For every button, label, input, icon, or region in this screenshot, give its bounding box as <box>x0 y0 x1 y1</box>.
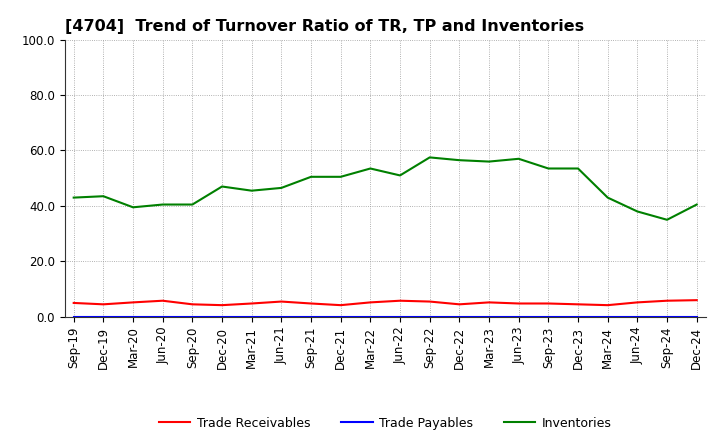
Trade Receivables <box>366 300 374 305</box>
Trade Payables <box>544 314 553 319</box>
Trade Receivables <box>603 303 612 308</box>
Trade Receivables <box>277 299 286 304</box>
Inventories <box>633 209 642 214</box>
Trade Payables <box>426 314 434 319</box>
Inventories <box>603 195 612 200</box>
Inventories <box>69 195 78 200</box>
Inventories <box>277 185 286 191</box>
Legend: Trade Receivables, Trade Payables, Inventories: Trade Receivables, Trade Payables, Inven… <box>154 412 616 435</box>
Trade Receivables <box>69 300 78 305</box>
Inventories <box>248 188 256 193</box>
Inventories <box>366 166 374 171</box>
Trade Payables <box>633 314 642 319</box>
Inventories <box>544 166 553 171</box>
Trade Payables <box>514 314 523 319</box>
Inventories <box>336 174 345 180</box>
Trade Receivables <box>514 301 523 306</box>
Trade Payables <box>455 314 464 319</box>
Inventories <box>307 174 315 180</box>
Trade Receivables <box>396 298 405 303</box>
Trade Payables <box>366 314 374 319</box>
Trade Receivables <box>217 303 226 308</box>
Line: Trade Receivables: Trade Receivables <box>73 300 697 305</box>
Trade Receivables <box>336 303 345 308</box>
Inventories <box>693 202 701 207</box>
Trade Payables <box>129 314 138 319</box>
Trade Payables <box>99 314 108 319</box>
Trade Receivables <box>188 302 197 307</box>
Trade Payables <box>574 314 582 319</box>
Text: [4704]  Trend of Turnover Ratio of TR, TP and Inventories: [4704] Trend of Turnover Ratio of TR, TP… <box>65 19 584 34</box>
Inventories <box>455 158 464 163</box>
Trade Receivables <box>455 302 464 307</box>
Trade Receivables <box>307 301 315 306</box>
Trade Payables <box>307 314 315 319</box>
Trade Payables <box>693 314 701 319</box>
Trade Receivables <box>485 300 493 305</box>
Inventories <box>485 159 493 164</box>
Inventories <box>574 166 582 171</box>
Line: Inventories: Inventories <box>73 158 697 220</box>
Trade Payables <box>603 314 612 319</box>
Trade Receivables <box>426 299 434 304</box>
Trade Receivables <box>158 298 167 303</box>
Inventories <box>188 202 197 207</box>
Inventories <box>99 194 108 199</box>
Trade Payables <box>188 314 197 319</box>
Inventories <box>662 217 671 222</box>
Inventories <box>426 155 434 160</box>
Trade Payables <box>336 314 345 319</box>
Inventories <box>396 173 405 178</box>
Trade Payables <box>662 314 671 319</box>
Trade Receivables <box>248 301 256 306</box>
Trade Payables <box>396 314 405 319</box>
Trade Receivables <box>574 302 582 307</box>
Inventories <box>129 205 138 210</box>
Trade Receivables <box>129 300 138 305</box>
Trade Receivables <box>544 301 553 306</box>
Trade Payables <box>485 314 493 319</box>
Trade Payables <box>248 314 256 319</box>
Trade Payables <box>277 314 286 319</box>
Inventories <box>217 184 226 189</box>
Trade Receivables <box>99 302 108 307</box>
Trade Receivables <box>693 297 701 303</box>
Trade Payables <box>217 314 226 319</box>
Trade Receivables <box>662 298 671 303</box>
Trade Payables <box>158 314 167 319</box>
Trade Receivables <box>633 300 642 305</box>
Trade Payables <box>69 314 78 319</box>
Inventories <box>158 202 167 207</box>
Inventories <box>514 156 523 161</box>
